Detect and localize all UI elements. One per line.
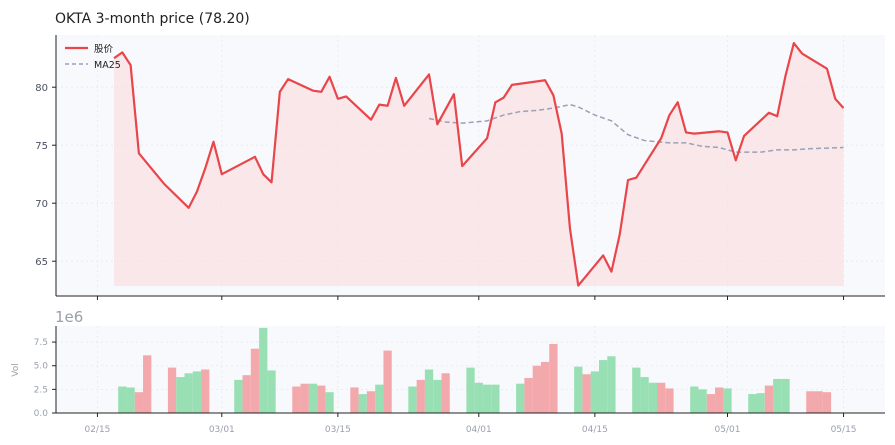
- volume-bar: [317, 385, 326, 413]
- x-tick-label: 03/01: [209, 425, 235, 435]
- volume-y-tick-label: 0.0: [34, 409, 49, 419]
- volume-bar: [416, 379, 425, 413]
- volume-bar: [134, 392, 144, 413]
- volume-bar: [358, 394, 367, 413]
- volume-bar: [424, 369, 434, 413]
- volume-bar: [466, 367, 475, 413]
- legend: 股价 MA25: [65, 44, 121, 71]
- price-area-fill: [114, 43, 844, 287]
- volume-bar: [590, 371, 599, 413]
- x-tick-label: 03/15: [325, 425, 351, 435]
- volume-bar: [706, 394, 716, 413]
- chart-title: OKTA 3-month price (78.20): [55, 11, 250, 27]
- volume-exponent-label: 1e6: [55, 308, 83, 326]
- volume-bar: [764, 385, 774, 413]
- volume-y-tick-label: 2.5: [34, 385, 48, 395]
- volume-bar: [640, 377, 649, 413]
- volume-bar: [308, 383, 318, 413]
- volume-bar: [748, 394, 757, 413]
- price-line: [113, 42, 845, 287]
- x-tick-label: 04/01: [466, 425, 492, 435]
- volume-bar: [433, 379, 442, 413]
- volume-bar: [375, 384, 384, 413]
- volume-bar: [176, 377, 185, 413]
- volume-bar: [698, 389, 707, 413]
- volume-bar: [814, 391, 823, 413]
- volume-bar: [607, 356, 616, 413]
- volume-bar: [648, 382, 658, 413]
- volume-bar: [549, 343, 558, 413]
- price-y-tick-label: 65: [35, 257, 48, 268]
- price-axes: [55, 35, 885, 297]
- volume-bar: [773, 378, 782, 413]
- price-series-path: [113, 42, 845, 287]
- legend-ma-label: MA25: [94, 60, 121, 71]
- x-tick-label: 02/15: [84, 425, 110, 435]
- price-x-ticks: [96, 296, 845, 300]
- volume-bar: [201, 369, 210, 413]
- volume-bar: [582, 374, 591, 413]
- volume-bar: [242, 375, 251, 413]
- volume-bar: [366, 391, 376, 413]
- volume-bar: [756, 393, 765, 413]
- volume-bar: [408, 386, 417, 413]
- price-y-tick-label: 75: [35, 141, 48, 152]
- volume-bar: [524, 378, 533, 413]
- volume-bar: [300, 383, 309, 413]
- volume-bar: [383, 350, 392, 413]
- volume-bar: [781, 378, 790, 413]
- volume-bar: [143, 355, 152, 413]
- volume-bar: [292, 386, 301, 413]
- price-y-tick-label: 70: [35, 199, 48, 210]
- volume-bar: [665, 388, 674, 413]
- volume-bar: [657, 382, 666, 413]
- volume-axes: [55, 326, 885, 414]
- volume-bar: [250, 348, 260, 413]
- volume-bar: [690, 386, 699, 413]
- volume-bar: [259, 327, 268, 413]
- price-y-ticks: 65 70 75 80: [35, 83, 56, 268]
- volume-bar: [574, 366, 583, 413]
- price-area: [114, 43, 844, 287]
- volume-bar: [822, 392, 832, 413]
- x-tick-label: 04/15: [582, 425, 608, 435]
- volume-y-tick-label: 5.0: [34, 362, 49, 372]
- volume-axis-label: Vol: [11, 363, 21, 376]
- volume-bar: [540, 361, 550, 413]
- volume-bar: [192, 371, 202, 413]
- volume-y-ticks: 0.0 2.5 5.0 7.5: [34, 338, 56, 419]
- volume-bar: [325, 392, 334, 413]
- volume-bar: [118, 386, 127, 413]
- volume-bar: [474, 382, 483, 413]
- volume-y-tick-label: 7.5: [34, 338, 48, 348]
- x-tick-label: 05/15: [831, 425, 857, 435]
- x-tick-label: 05/01: [715, 425, 741, 435]
- volume-bar: [598, 360, 608, 413]
- legend-price-label: 股价: [94, 44, 114, 55]
- volume-bar: [491, 384, 500, 413]
- volume-bar: [516, 383, 525, 413]
- volume-bar: [167, 367, 177, 413]
- volume-bar: [350, 387, 359, 413]
- volume-bar: [715, 387, 724, 413]
- volume-bar: [482, 384, 492, 413]
- volume-bar: [126, 387, 135, 413]
- volume-x-ticks: 02/15 03/01 03/15 04/01 04/15 05/01 05/15: [84, 413, 857, 435]
- volume-bar: [234, 379, 243, 413]
- volume-bar: [632, 367, 641, 413]
- volume-bar: [723, 388, 732, 413]
- ma25-line: [428, 103, 844, 153]
- price-y-tick-label: 80: [35, 83, 48, 94]
- volume-bar: [532, 365, 541, 413]
- volume-bar: [184, 373, 193, 413]
- volume-bar: [441, 373, 450, 413]
- volume-bar: [267, 370, 276, 413]
- ma25-series-path: [428, 103, 844, 153]
- volume-bars: [118, 327, 832, 413]
- volume-bar: [806, 391, 815, 413]
